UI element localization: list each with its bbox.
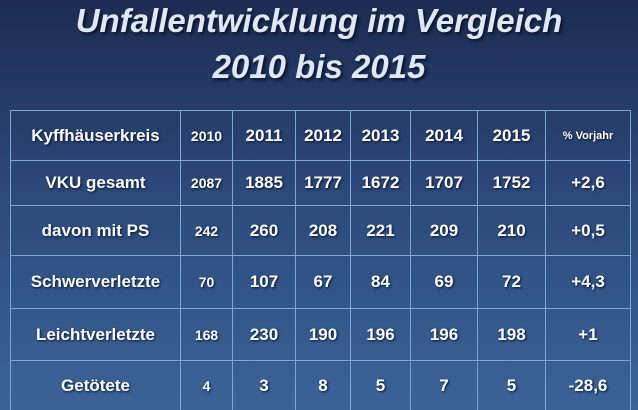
table-cell: 84 [350,255,411,309]
table-cell: -28,6 [545,360,631,410]
table-cell: 208 [295,205,351,256]
table-cell: 221 [350,205,411,256]
header-cell: 2010 [180,110,233,161]
table-row: VKU gesamt 2087 1885 1777 1672 1707 1752 +2,6 [10,160,631,206]
table-cell: 260 [232,205,296,256]
table-cell: Schwerverletzte [10,255,181,309]
table-cell: Leichtverletzte [10,308,181,361]
table-cell: 198 [477,308,546,361]
table-cell: 190 [295,308,351,361]
table-cell: 209 [410,205,478,256]
table-cell: 1777 [295,160,351,206]
table-cell: 1885 [232,160,296,206]
table-cell: +1 [545,308,631,361]
table-row: davon mit PS 242 260 208 221 209 210 +0,5 [10,205,631,256]
header-cell: 2013 [350,110,411,161]
table-cell: 196 [410,308,478,361]
table-row: Leichtverletzte 168 230 190 196 196 198 +1 [10,308,631,361]
table-cell: 1672 [350,160,411,206]
table-cell: +0,5 [545,205,631,256]
header-cell: 2014 [410,110,478,161]
table-cell: 5 [350,360,411,410]
data-table: Kyffhäuserkreis 2010 2011 2012 2013 2014 2015%… [10,110,631,410]
table-cell: Getötete [10,360,181,410]
table-cell: 7 [410,360,478,410]
table-cell: 70 [180,255,233,309]
table-row: Getötete 4 3 8 5 7 5 -28,6 [10,360,631,410]
table-cell: 168 [180,308,233,361]
table-cell: 196 [350,308,411,361]
table-cell: VKU gesamt [10,160,181,206]
table-cell: 69 [410,255,478,309]
table-cell: 67 [295,255,351,309]
table-cell: 210 [477,205,546,256]
title-line: 2010 bis 2015 [212,48,426,85]
table-cell: 5 [477,360,546,410]
table-row: Schwerverletzte 70 107 67 84 69 72 +4,3 [10,255,631,309]
table-cell: 107 [232,255,296,309]
table-cell: 4 [180,360,233,410]
header-cell: 2011 [232,110,296,161]
header-cell: 2015 [477,110,546,161]
table-cell: 2087 [180,160,233,206]
table-cell: 8 [295,360,351,410]
table-cell: 1707 [410,160,478,206]
table-cell: 242 [180,205,233,256]
header-cell: Kyffhäuserkreis [10,110,181,161]
table-cell: 3 [232,360,296,410]
header-cell: 2012 [295,110,351,161]
table-cell: +2,6 [545,160,631,206]
table-cell: +4,3 [545,255,631,309]
header-cell: % Vorjahr [545,110,631,161]
table-cell: 1752 [477,160,546,206]
table-cell: 72 [477,255,546,309]
table-cell: davon mit PS [10,205,181,256]
title-line: Unfallentwicklung im Vergleich [75,2,563,39]
header-row: Kyffhäuserkreis 2010 2011 2012 2013 2014 2015%… [10,110,631,161]
table-cell: 230 [232,308,296,361]
